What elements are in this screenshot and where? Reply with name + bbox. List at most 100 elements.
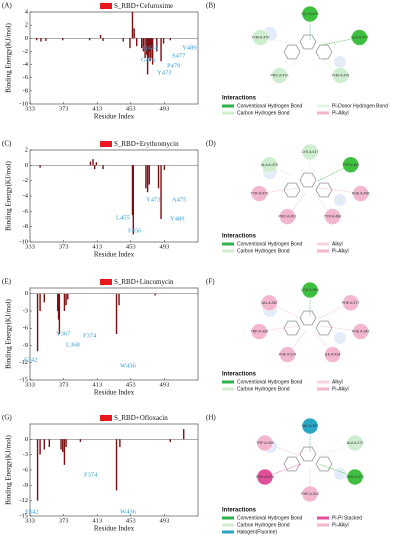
y-tick-label: -2 (23, 177, 28, 184)
bar (36, 439, 39, 501)
x-tick-label: 373 (59, 381, 69, 388)
legend-label: Carbon Hydrogen Bond (237, 110, 290, 116)
bar (160, 38, 162, 62)
y-axis-label: Binding Energy(KJ/mol) (5, 22, 13, 92)
panel-label: (H) (206, 414, 216, 422)
residue-label: THR A:478 (332, 73, 350, 77)
bar (36, 293, 39, 352)
residue-disc (301, 485, 319, 503)
x-tick-label: 373 (59, 105, 69, 112)
legend-swatch (100, 415, 112, 421)
x-tick-label: 413 (92, 243, 102, 250)
bar (39, 439, 41, 455)
x-tick-label: 493 (160, 517, 170, 524)
residue-disc (352, 185, 369, 202)
bar (65, 293, 67, 306)
residue-annotation: Y489 (170, 215, 184, 222)
residue-disc (342, 294, 359, 312)
residue-annotation: W436 (120, 508, 137, 515)
y-tick-label: 0 (25, 162, 28, 169)
bar (57, 293, 59, 311)
bar (157, 165, 160, 189)
bar (89, 161, 92, 166)
legend-swatch (222, 104, 234, 108)
bar (151, 38, 153, 49)
bar (62, 38, 64, 41)
residue-label: PRO A:491 (278, 215, 296, 219)
bar (39, 293, 41, 311)
bar (88, 38, 91, 41)
x-tick-label: 493 (160, 105, 170, 112)
bar (156, 38, 158, 52)
bar (102, 38, 104, 41)
interaction-line (259, 187, 301, 194)
residue-label: TYR A:453 (342, 163, 359, 167)
residue-disc (271, 67, 288, 84)
bar (146, 38, 148, 55)
x-tick-label: 373 (59, 517, 69, 524)
legend-label: Pi-Donor Hydrogen Bond (332, 103, 388, 109)
y-tick-label: 0 (25, 290, 28, 297)
legend-title: Interactions (222, 508, 257, 514)
bar (144, 38, 146, 58)
bar (154, 293, 156, 296)
residue-disc (346, 468, 364, 486)
legend-swatch (317, 111, 329, 115)
molecule-ring (283, 456, 301, 472)
bar (135, 38, 138, 47)
molecule-ring (283, 182, 301, 198)
legend-label: Carbon Hydrogen Bond (237, 386, 290, 392)
residue-label: PHE A:342 (301, 492, 319, 496)
residue-label: ALA A:475 (261, 163, 278, 167)
residue-disc (251, 323, 268, 340)
bar (169, 439, 171, 442)
residue-annotation: P479 (167, 62, 180, 69)
residue-annotation: A475 (172, 196, 186, 203)
residue-label: LEU A:368 (301, 288, 318, 292)
bar (58, 293, 61, 334)
x-tick-label: 333 (25, 381, 35, 388)
residue-annotation: S477 (172, 52, 186, 59)
residue-disc (261, 156, 278, 174)
bar (146, 165, 149, 193)
residue-annotation: F342 (25, 508, 38, 515)
bar (67, 293, 69, 300)
residue-annotation: L455 (116, 214, 130, 221)
bar (63, 293, 66, 311)
solvent-halo (334, 194, 346, 206)
y-axis-label: Binding Energy(KJ/mol) (5, 160, 13, 230)
interaction-line (319, 37, 360, 46)
y-tick-label: -6 (23, 74, 29, 81)
legend-swatch (222, 249, 234, 253)
molecule-ring (299, 172, 317, 188)
residue-disc (279, 346, 296, 363)
residue-disc (346, 434, 364, 452)
molecule-ring (299, 310, 317, 326)
residue-disc (352, 323, 369, 340)
x-tick-label: 333 (25, 243, 35, 250)
plot-frame (29, 287, 199, 381)
y-tick-label: -2 (23, 48, 28, 55)
molecule-ring (315, 456, 333, 472)
residue-label: GLY A:476 (301, 12, 318, 16)
y-tick-label: -4 (23, 61, 29, 68)
bar (142, 38, 145, 52)
y-tick-label: -8 (23, 87, 28, 94)
y-tick-label: -6 (23, 208, 29, 215)
legend-title: Interactions (222, 372, 257, 378)
bar (102, 165, 104, 170)
legend-swatch (222, 387, 234, 391)
bar (115, 439, 118, 491)
interaction-line (260, 37, 301, 46)
legend-swatch (100, 279, 112, 285)
legend-label: S_RBD+Ofloxacin (114, 414, 168, 422)
x-axis-label: Residue Index (94, 113, 135, 121)
legend-label: Pi-Alkyl (332, 248, 349, 254)
residue-label: VAL A:367 (261, 301, 278, 305)
molecule-ring (283, 320, 301, 336)
plot-frame (29, 11, 199, 105)
legend-label: Pi-Pi Stacked (332, 515, 362, 521)
residue-disc (301, 5, 319, 23)
bar (183, 429, 185, 440)
